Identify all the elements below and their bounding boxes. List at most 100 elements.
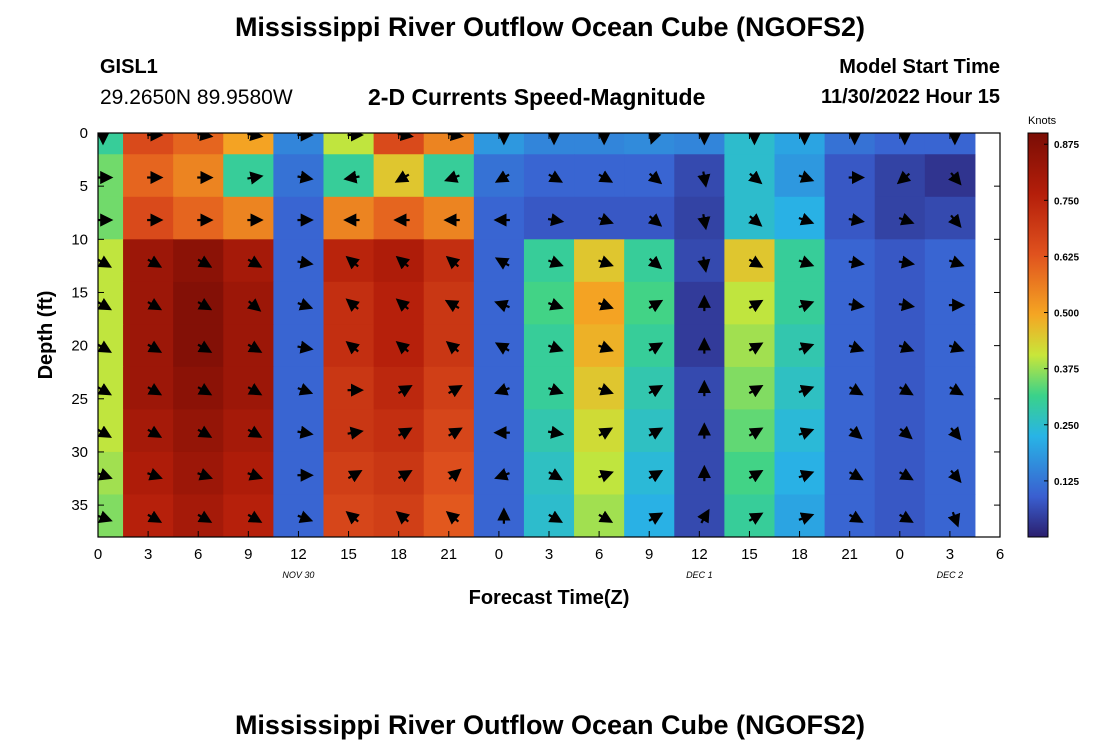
heatmap-cell <box>774 409 826 453</box>
station-coordinates: 29.2650N 89.9580W <box>100 86 293 109</box>
heatmap-cell <box>674 239 725 283</box>
current-arrow <box>444 299 460 313</box>
current-arrow <box>494 468 510 481</box>
current-arrow <box>647 170 663 185</box>
current-arrow <box>197 383 213 396</box>
colorbar: Knots 0.125 0.250 0.375 0.500 0.625 0.750 0.87… <box>1027 115 1079 538</box>
x-tick-label: 9 <box>244 546 252 563</box>
current-arrow <box>445 511 461 525</box>
heatmap-cell <box>724 196 775 240</box>
heatmap-cell <box>674 366 725 410</box>
x-tick-label: 0 <box>94 546 102 563</box>
current-arrow <box>197 468 213 481</box>
current-arrow <box>448 384 463 398</box>
current-arrow <box>395 340 411 355</box>
heatmap-cell <box>824 154 876 198</box>
current-arrow <box>147 255 163 268</box>
heatmap-cell <box>473 366 525 410</box>
x-tick-label: 15 <box>340 546 357 563</box>
current-arrow <box>648 427 664 440</box>
current-arrow <box>197 133 214 142</box>
heatmap-cell <box>423 154 475 198</box>
current-arrow <box>848 255 865 269</box>
current-arrow <box>297 170 314 184</box>
heatmap-cell <box>373 154 425 198</box>
current-arrow <box>598 510 614 523</box>
x-tick-label: 9 <box>645 546 653 563</box>
date-label: NOV 30 <box>282 570 314 580</box>
heatmap-cell <box>473 196 525 240</box>
current-arrow <box>647 213 663 227</box>
current-arrow <box>98 468 113 481</box>
heatmap-cell <box>323 239 375 283</box>
current-arrow <box>297 340 314 354</box>
y-tick-label: 0 <box>80 125 88 142</box>
heatmap-cell <box>624 366 675 410</box>
chart-title: Mississippi River Outflow Ocean Cube (NG… <box>234 12 866 42</box>
current-arrow <box>598 382 614 396</box>
current-arrow <box>899 383 914 396</box>
heatmap-cell <box>574 451 625 495</box>
heatmap-cell <box>624 281 675 325</box>
current-arrow <box>748 512 764 525</box>
heatmap-cell <box>624 154 675 198</box>
current-arrow <box>247 255 263 268</box>
current-arrow <box>547 297 564 311</box>
current-arrow <box>648 133 662 145</box>
y-tick-label: 20 <box>71 338 88 355</box>
current-arrow <box>345 255 360 270</box>
heatmap-cells <box>98 133 976 537</box>
heatmap-cell <box>724 281 775 325</box>
current-arrow <box>247 425 263 438</box>
y-tick-label: 35 <box>71 497 88 514</box>
heatmap-cell <box>373 239 425 283</box>
heatmap-cell <box>273 196 324 240</box>
current-arrow <box>395 298 411 312</box>
current-arrow <box>798 384 815 398</box>
current-arrow <box>648 299 664 313</box>
current-arrow <box>848 468 864 481</box>
current-arrow <box>548 468 564 481</box>
current-arrow <box>147 468 163 481</box>
heatmap-cell <box>323 196 375 240</box>
current-arrow <box>345 340 360 355</box>
current-arrow <box>547 255 564 268</box>
current-arrow <box>748 342 764 355</box>
heatmap-cell <box>423 451 475 495</box>
current-arrow <box>898 425 913 440</box>
heatmap-cell <box>323 409 375 453</box>
current-arrow <box>197 340 213 353</box>
current-arrow <box>98 425 113 438</box>
current-arrow <box>445 255 461 270</box>
heatmap-cell <box>123 154 174 198</box>
current-arrow <box>848 298 865 312</box>
current-arrow <box>898 340 915 353</box>
current-arrow <box>494 382 510 396</box>
heatmap-cell <box>423 324 475 368</box>
heatmap-cell <box>674 409 725 453</box>
heatmap-cell <box>674 154 725 198</box>
current-arrow <box>798 170 815 183</box>
current-arrow <box>848 383 864 396</box>
heatmap-cell <box>674 281 725 325</box>
y-tick-label: 30 <box>71 444 88 461</box>
heatmap-cell <box>674 324 725 368</box>
heatmap-cell <box>774 324 826 368</box>
current-arrow <box>197 510 213 523</box>
current-arrow <box>648 342 664 355</box>
colorbar-tick-label: 0.250 <box>1054 421 1079 432</box>
heatmap-cell <box>473 409 525 453</box>
current-arrow <box>494 342 510 355</box>
colorbar-tick-label: 0.125 <box>1054 477 1079 488</box>
x-tick-label: 15 <box>741 546 758 563</box>
heatmap-cell <box>674 451 725 495</box>
current-arrow <box>247 468 264 481</box>
x-tick-label: 12 <box>691 546 708 563</box>
current-arrow <box>748 384 764 398</box>
colorbar-tick-label: 0.625 <box>1054 252 1079 263</box>
current-arrow <box>297 382 314 396</box>
current-arrow <box>898 298 916 312</box>
current-arrow <box>247 133 264 142</box>
current-arrow <box>297 297 314 311</box>
y-tick-label: 25 <box>71 391 88 408</box>
